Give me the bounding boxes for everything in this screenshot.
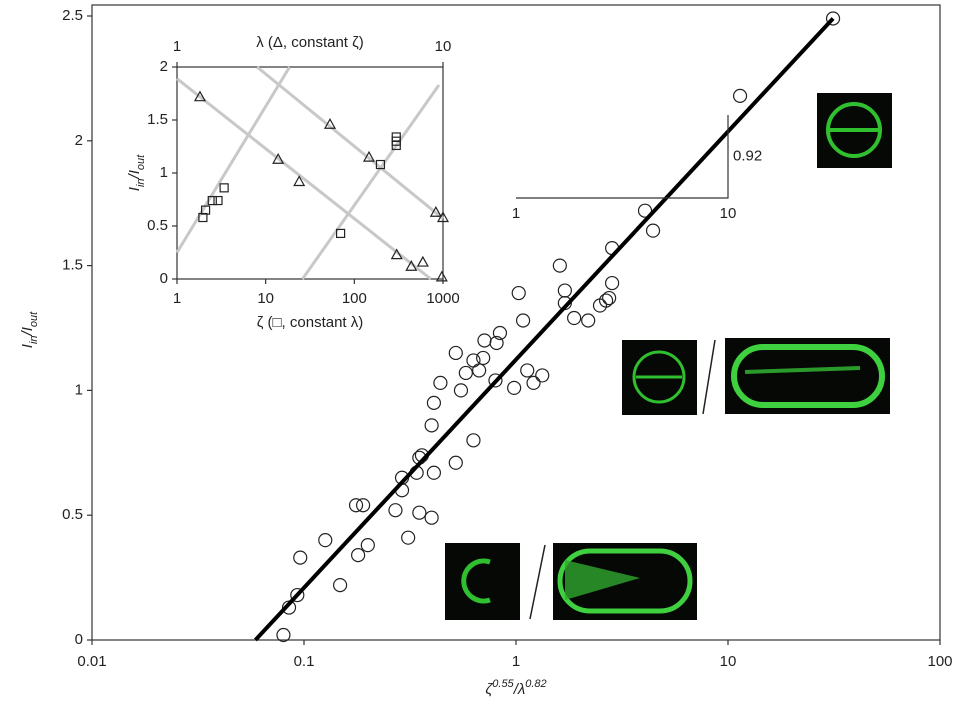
x2-tick-label: 10 [435, 38, 452, 55]
point [512, 287, 525, 300]
point [449, 456, 462, 469]
point [582, 314, 595, 327]
micrograph-2 [622, 338, 890, 415]
point [361, 539, 374, 552]
y-tick-label: 1 [160, 164, 168, 181]
point [527, 376, 540, 389]
point [647, 224, 660, 237]
x-tick-label: 1000 [426, 290, 459, 307]
point [553, 259, 566, 272]
point [214, 197, 222, 205]
micrograph-3 [445, 543, 697, 620]
line [302, 85, 438, 279]
point [606, 277, 619, 290]
label-part: /I [19, 327, 36, 336]
point [352, 549, 365, 562]
point [334, 579, 347, 592]
point [517, 314, 530, 327]
point [454, 384, 467, 397]
line [257, 67, 443, 219]
point [425, 511, 438, 524]
axis-label: ζ0.55/λ0.82 [485, 678, 546, 698]
x2-axis-label: λ (Δ, constant ζ) [256, 34, 364, 51]
point [478, 334, 491, 347]
x2-tick-label: 1 [173, 38, 181, 55]
y-tick-label: 2 [75, 132, 83, 149]
point [467, 354, 480, 367]
y-tick-label: 0 [75, 631, 83, 648]
x-tick-label: 1 [173, 290, 181, 307]
point [319, 534, 332, 547]
point [603, 292, 616, 305]
label-part: 0.82 [525, 678, 546, 690]
point [449, 346, 462, 359]
slope-triangle [516, 115, 728, 198]
point [568, 312, 581, 325]
x-tick-label: 0.01 [77, 653, 106, 670]
y-tick-label: 1 [75, 381, 83, 398]
point [477, 351, 490, 364]
point [473, 364, 486, 377]
label-part: out [135, 154, 147, 170]
x-axis-label: ζ (□, constant λ) [257, 314, 364, 331]
x-tick-label: 1 [512, 653, 520, 670]
label-part: /I [126, 170, 143, 179]
point [413, 506, 426, 519]
y-tick-label: 0.5 [62, 506, 83, 523]
point [220, 184, 228, 192]
point [418, 257, 428, 266]
label-part: /λ [513, 681, 526, 698]
x-tick-label: 10 [720, 653, 737, 670]
point [558, 284, 571, 297]
slope-run-label: 10 [720, 205, 737, 222]
point [427, 466, 440, 479]
label-part: out [28, 311, 40, 327]
label-part: in [28, 335, 40, 344]
line [177, 67, 290, 253]
point [389, 504, 402, 517]
y-tick-label: 2 [160, 58, 168, 75]
slope-run-label: 1 [512, 205, 520, 222]
point [521, 364, 534, 377]
point [459, 366, 472, 379]
point [425, 419, 438, 432]
slope-rise-label: 0.92 [733, 147, 762, 164]
point [508, 381, 521, 394]
axis-label: Iin/Iout [126, 154, 147, 191]
y-tick-label: 1.5 [62, 257, 83, 274]
y-tick-label: 0 [160, 270, 168, 287]
micrograph-1 [817, 93, 892, 168]
point [467, 434, 480, 447]
x-tick-label: 100 [342, 290, 367, 307]
point [402, 531, 415, 544]
axis-label: Iin/Iout [19, 311, 40, 348]
x-tick-label: 100 [927, 653, 952, 670]
label-part: in [135, 178, 147, 187]
plot-frame [177, 67, 443, 279]
x-tick-label: 10 [257, 290, 274, 307]
chart: 00.511.522.50.010.1110100ζ0.55/λ0.82Iin/… [0, 0, 966, 713]
y-tick-label: 0.5 [147, 217, 168, 234]
label-part: 0.55 [492, 678, 514, 690]
point [434, 376, 447, 389]
point [294, 551, 307, 564]
y-tick-label: 1.5 [147, 111, 168, 128]
y-tick-label: 2.5 [62, 7, 83, 24]
point [427, 396, 440, 409]
x-tick-label: 0.1 [294, 653, 315, 670]
point [536, 369, 549, 382]
point [734, 89, 747, 102]
